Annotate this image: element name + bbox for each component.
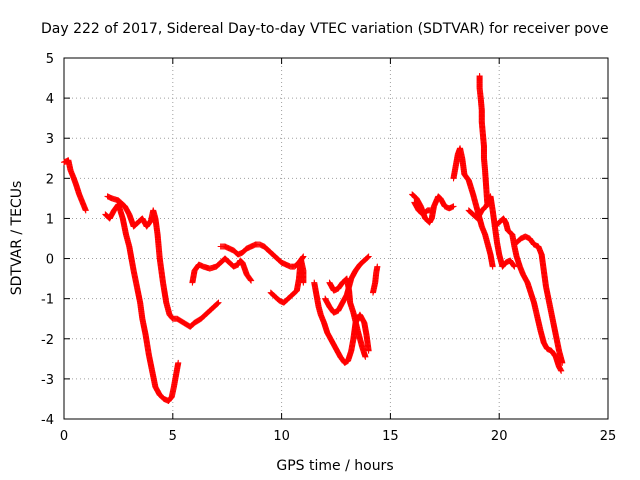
data-point: [300, 279, 307, 286]
plot-frame: [63, 57, 609, 420]
data-point: [248, 277, 255, 284]
y-tick-label: -1: [41, 293, 54, 308]
data-point: [365, 254, 372, 261]
x-tick-label: 5: [169, 429, 177, 444]
data-point: [484, 199, 491, 206]
data-point: [175, 359, 182, 366]
y-tick-labels: -4 -3 -2 -1 0 1 2 3 4 5: [41, 52, 54, 428]
x-tick-label: 10: [273, 429, 290, 444]
axis-ticks: [63, 57, 609, 420]
y-tick-label: 0: [46, 253, 54, 268]
x-tick-label: 25: [600, 429, 617, 444]
data-point: [214, 300, 221, 307]
y-tick-label: -3: [41, 373, 54, 388]
x-tick-labels: 0 5 10 15 20 25: [60, 429, 616, 444]
chart-title: Day 222 of 2017, Sidereal Day-to-day VTE…: [41, 21, 609, 37]
data-point: [489, 263, 496, 270]
y-tick-label: 4: [46, 92, 54, 107]
data-point: [365, 347, 372, 354]
data-point: [300, 253, 307, 260]
grid-lines: [64, 58, 608, 419]
y-tick-label: -2: [41, 333, 54, 348]
data-point: [215, 299, 222, 306]
data-point: [364, 254, 371, 261]
x-tick-label: 0: [60, 429, 68, 444]
y-tick-label: 5: [46, 52, 54, 67]
data-point: [362, 353, 369, 360]
y-tick-label: 3: [46, 132, 54, 147]
x-axis-label: GPS time / hours: [276, 458, 393, 474]
data-point: [82, 207, 89, 214]
data-point: [365, 253, 372, 260]
data-point: [450, 203, 457, 210]
y-tick-label: -4: [41, 413, 54, 428]
data-point: [558, 367, 565, 374]
data-point: [559, 359, 566, 366]
data-point: [511, 263, 518, 270]
data-point: [214, 300, 221, 307]
x-tick-label: 15: [382, 429, 399, 444]
data-point: [428, 207, 435, 214]
data-point: [374, 263, 381, 270]
y-axis-label: SDTVAR / TECUs: [9, 181, 25, 296]
x-tick-label: 20: [491, 429, 508, 444]
y-tick-label: 1: [46, 212, 54, 227]
data-points: [61, 73, 566, 404]
y-tick-label: 2: [46, 172, 54, 187]
